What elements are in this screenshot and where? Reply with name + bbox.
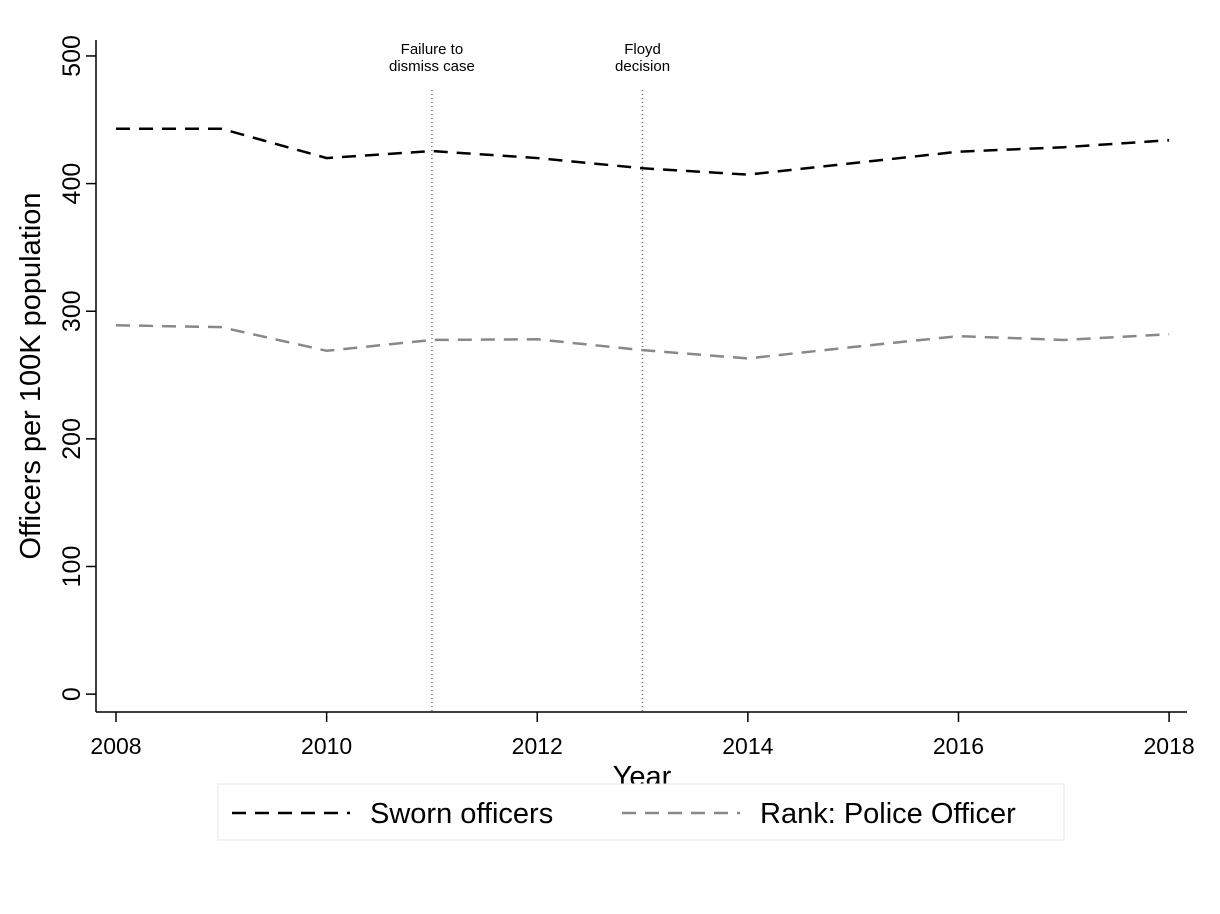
legend-label: Sworn officers: [370, 798, 553, 830]
x-tick-label: 2014: [722, 733, 773, 759]
x-tick-label: 2010: [301, 733, 352, 759]
x-tick-label: 2016: [933, 733, 984, 759]
series-line: [115, 324, 1170, 360]
y-tick-label: 100: [58, 546, 86, 588]
annotation-label: Floyd: [624, 41, 661, 58]
y-tick-label: 0: [58, 687, 86, 701]
y-tick-label: 500: [58, 35, 86, 77]
x-tick-label: 2008: [90, 733, 141, 759]
legend-label: Rank: Police Officer: [760, 798, 1016, 830]
y-tick-label: 300: [58, 290, 86, 332]
series-line: [116, 127, 1170, 176]
annotation-label: decision: [615, 58, 670, 75]
annotation-label: Failure to: [401, 41, 464, 58]
x-tick-label: 2012: [512, 733, 563, 759]
y-axis-title: Officers per 100K population: [15, 192, 47, 559]
y-tick-label: 400: [58, 163, 86, 205]
legend-box: [217, 783, 1065, 841]
x-tick-label: 2018: [1144, 733, 1195, 759]
annotation-label: dismiss case: [389, 58, 475, 75]
y-tick-label: 200: [58, 418, 86, 460]
